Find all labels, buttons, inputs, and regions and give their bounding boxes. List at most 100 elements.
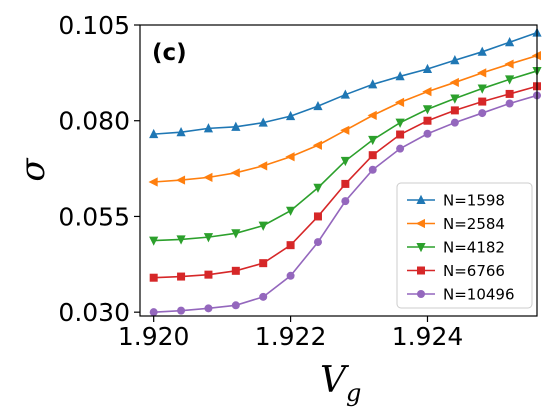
legend-marker xyxy=(416,194,426,204)
data-point xyxy=(478,97,487,106)
data-point xyxy=(340,125,350,135)
data-point xyxy=(231,301,240,310)
x-tick-label: 1.920 xyxy=(118,322,190,351)
data-point xyxy=(204,270,213,279)
data-point xyxy=(505,37,515,47)
data-point xyxy=(177,306,186,315)
data-point xyxy=(285,152,295,162)
data-point xyxy=(148,177,158,187)
data-point xyxy=(395,118,405,128)
data-point xyxy=(477,68,487,78)
data-point xyxy=(177,272,186,281)
panel-label: (c) xyxy=(152,40,187,66)
x-axis-title-subscript: g xyxy=(346,379,361,407)
data-point xyxy=(313,212,322,221)
data-point xyxy=(449,77,459,88)
data-point xyxy=(340,156,350,167)
y-axis-title: σ xyxy=(13,158,53,182)
data-point xyxy=(505,89,514,98)
data-point xyxy=(313,183,323,193)
data-point xyxy=(422,63,433,74)
data-point xyxy=(395,71,405,81)
data-point xyxy=(423,129,432,138)
legend-label: N=4182 xyxy=(443,239,505,257)
legend-marker xyxy=(417,266,425,275)
y-tick-label: 0.080 xyxy=(58,107,130,136)
data-point xyxy=(258,161,268,171)
legend-item: N=2584 xyxy=(407,215,505,233)
legend-item: N=6766 xyxy=(407,262,505,280)
data-point xyxy=(368,151,377,160)
data-point xyxy=(477,84,487,94)
ticks-layer: 1.920 1.922 1.924 0.030 0.055 0.080 0.105 xyxy=(58,11,463,351)
series-n-10496 xyxy=(149,91,541,317)
data-point xyxy=(367,110,377,120)
data-point xyxy=(477,46,487,56)
legend-label: N=1598 xyxy=(443,192,505,210)
data-point xyxy=(259,292,268,301)
legend-marker xyxy=(415,218,425,229)
series-layer xyxy=(148,27,542,317)
legend-label: N=2584 xyxy=(443,215,505,233)
data-point xyxy=(422,105,433,115)
series-n-2584 xyxy=(148,51,541,187)
data-point xyxy=(203,233,214,243)
legend: N=1598 N=2584 N=4182 N=6766 N=10496 xyxy=(396,182,533,309)
data-point xyxy=(230,168,240,178)
data-point xyxy=(505,75,515,85)
x-tick-label: 1.922 xyxy=(255,322,327,351)
series-n-1598 xyxy=(149,27,542,139)
data-point xyxy=(258,117,268,127)
data-point xyxy=(368,165,377,174)
legend-item: N=1598 xyxy=(407,192,505,210)
legend-item: N=4182 xyxy=(407,239,505,257)
y-tick-label: 0.030 xyxy=(58,298,130,327)
data-point xyxy=(286,271,295,280)
data-point xyxy=(394,97,405,107)
data-point xyxy=(231,229,241,239)
y-tick-label: 0.105 xyxy=(58,11,130,40)
data-point xyxy=(258,221,268,231)
data-point xyxy=(149,128,159,139)
data-point xyxy=(149,236,159,246)
data-point xyxy=(149,308,158,317)
data-point xyxy=(313,238,322,247)
legend-label: N=10496 xyxy=(443,286,515,304)
data-point xyxy=(450,106,459,115)
data-point xyxy=(450,94,460,104)
data-point xyxy=(231,121,241,131)
data-point xyxy=(422,87,432,97)
data-point xyxy=(312,140,322,150)
data-point xyxy=(285,110,296,121)
y-tick-label: 0.055 xyxy=(58,202,130,231)
legend-marker xyxy=(417,290,425,298)
data-point xyxy=(478,109,487,118)
data-point xyxy=(203,172,213,182)
data-point xyxy=(176,235,186,245)
series-line xyxy=(153,31,538,135)
data-point xyxy=(313,100,323,111)
data-point xyxy=(504,59,514,69)
data-point xyxy=(396,144,405,153)
data-point xyxy=(259,259,268,268)
legend-label: N=6766 xyxy=(443,262,505,280)
legend-item: N=10496 xyxy=(407,286,515,304)
data-point xyxy=(286,241,295,250)
x-tick-label: 1.924 xyxy=(392,322,464,351)
data-point xyxy=(149,273,158,282)
legend-marker xyxy=(416,243,426,253)
data-point xyxy=(450,118,459,127)
plot-frame xyxy=(139,24,538,317)
data-point xyxy=(231,266,240,275)
data-point xyxy=(176,127,186,137)
legend-box xyxy=(396,182,533,309)
data-point xyxy=(203,123,214,133)
x-axis-title: Vg xyxy=(320,360,361,407)
data-point xyxy=(341,197,350,206)
data-point xyxy=(368,79,378,89)
data-point xyxy=(285,206,296,216)
data-point xyxy=(505,99,514,108)
data-point xyxy=(450,55,460,65)
x-axis-title-main: V xyxy=(320,360,350,401)
